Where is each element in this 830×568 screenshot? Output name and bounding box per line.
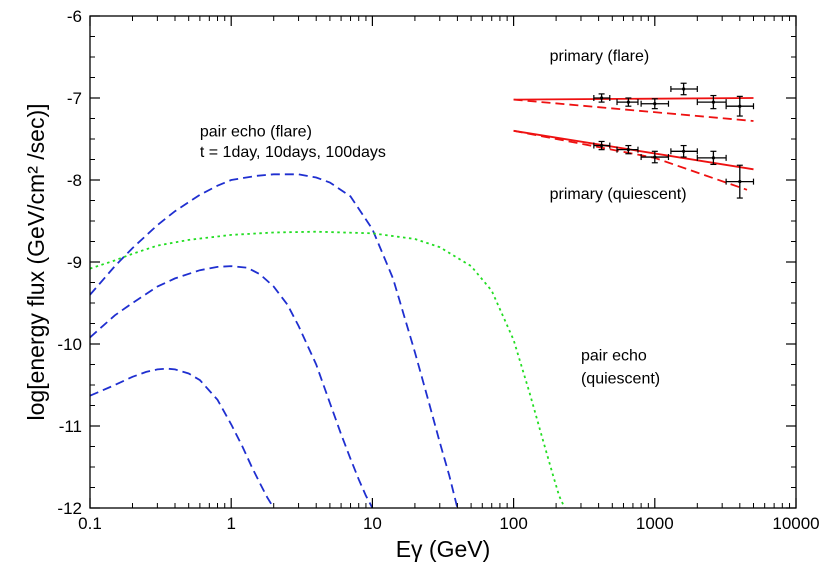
data-point-marker	[600, 143, 604, 148]
data-point	[725, 164, 755, 199]
x-tick-label: 100	[499, 514, 527, 533]
data-point	[670, 144, 698, 158]
data-point-marker	[600, 96, 604, 100]
data-point-marker	[738, 104, 742, 108]
annotations: primary (flare) pair echo (flare) t = 1day…	[200, 48, 687, 387]
x-tick-label: 1	[226, 514, 235, 533]
x-tick-label: 0.1	[78, 514, 102, 533]
y-tick-label: -11	[59, 417, 82, 436]
series-line-pair-echo-quiescent	[90, 230, 566, 508]
y-tick-label: -10	[57, 335, 82, 354]
data-point-marker	[711, 156, 715, 160]
data-point-marker	[653, 102, 657, 106]
data-point	[640, 150, 670, 164]
annotation-label: pair echo (flare)	[200, 124, 312, 141]
annotation-label: pair echo	[581, 347, 647, 364]
data-point-marker	[711, 100, 715, 104]
data-point	[696, 150, 727, 166]
annotation-label: t = 1day, 10days, 100days	[200, 144, 386, 161]
data-points-layer	[593, 82, 755, 199]
x-tick-label: 1000	[636, 514, 674, 533]
data-point-marker	[682, 87, 686, 91]
y-axis-title: log[energy flux (GeV/cm² /sec)]	[23, 104, 49, 421]
series-line-pair-echo-flare	[90, 173, 459, 508]
tick-labels: 0.1 1 10 100 1000 10000 -12 -11 -10 -9 -8 -7 -6	[57, 7, 819, 533]
annotation-label: (quiescent)	[581, 370, 660, 387]
y-tick-label: -9	[67, 253, 82, 272]
x-tick-label: 10	[363, 514, 382, 533]
y-tick-label: -8	[67, 171, 82, 190]
data-point	[696, 94, 727, 110]
y-tick-label: -7	[67, 89, 82, 108]
axis-ticks	[89, 15, 797, 509]
series-line-primary-model	[513, 98, 754, 122]
data-point-marker	[626, 148, 630, 152]
data-point	[593, 140, 611, 151]
data-point	[593, 93, 611, 103]
series-line-pair-echo-flare	[90, 367, 275, 508]
x-tick-label: 10000	[772, 514, 819, 533]
data-point-marker	[682, 149, 686, 153]
y-tick-label: -12	[57, 499, 82, 518]
data-point-marker	[653, 155, 657, 159]
y-tick-label: -6	[67, 7, 82, 26]
data-point	[670, 82, 698, 96]
x-axis-title: Eγ (GeV)	[396, 536, 491, 562]
annotation-label: primary (quiescent)	[550, 186, 687, 203]
data-point	[725, 95, 755, 117]
data-point	[616, 97, 639, 107]
series-line-pair-echo-flare	[90, 265, 374, 508]
data-point-marker	[738, 180, 742, 184]
plot-frame	[89, 15, 797, 509]
data-point	[616, 144, 639, 155]
annotation-label: primary (flare)	[550, 48, 650, 65]
data-point-marker	[626, 100, 630, 104]
data-point	[640, 98, 670, 110]
